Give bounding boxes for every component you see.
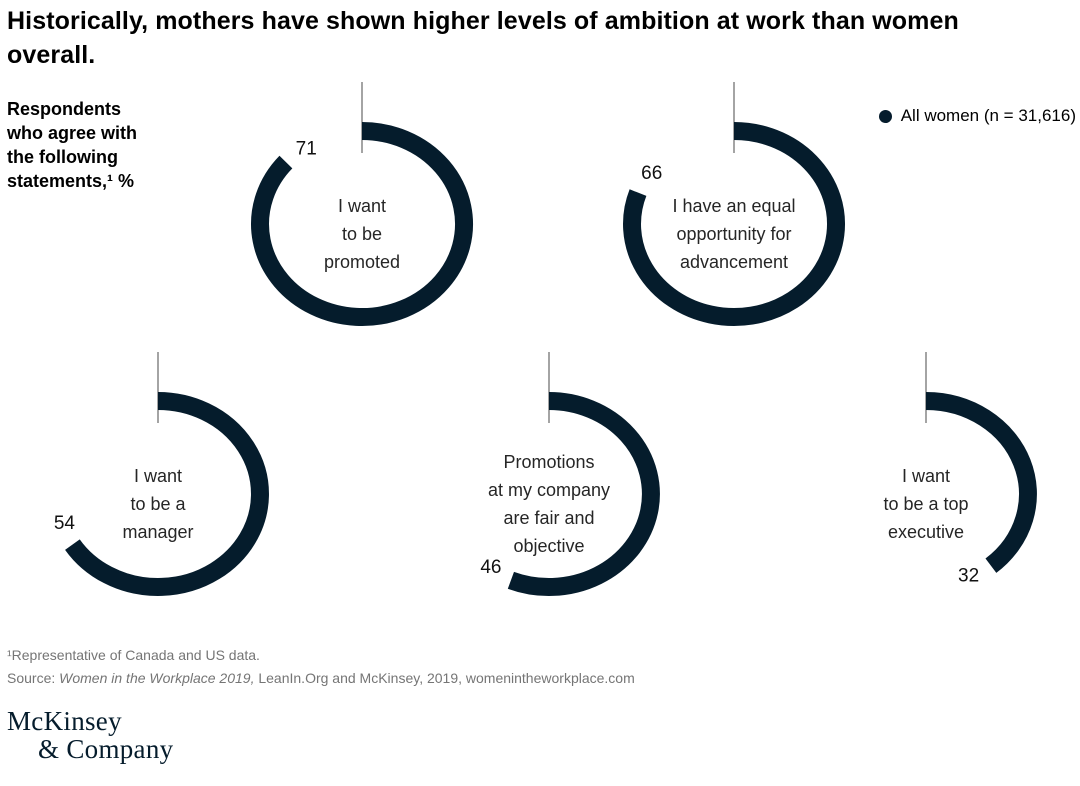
respondents-line: Respondents — [7, 99, 122, 119]
ring-center-label-line: promoted — [324, 252, 400, 272]
logo-line1: McKinsey — [7, 706, 122, 736]
respondents-line: statements,¹ % — [7, 171, 135, 191]
footnote-1: ¹Representative of Canada and US data. — [7, 647, 260, 663]
source-line: Source: Women in the Workplace 2019, Lea… — [7, 667, 635, 690]
source-title: Women in the Workplace 2019, — [59, 670, 255, 686]
ring-value-label: 71 — [296, 138, 317, 159]
ring-center-label-line: I want — [134, 466, 182, 486]
respondents-line: who agree with — [7, 123, 138, 143]
ring-center-label-line: to be a top — [883, 494, 968, 514]
donut-5: 32 I want to be a top executive — [883, 352, 1037, 587]
ring-value-label: 32 — [958, 566, 979, 587]
ring-center-label-line: executive — [888, 522, 964, 542]
ring-center-label-line: objective — [513, 536, 584, 556]
logo-line2: & Company — [38, 734, 174, 764]
mckinsey-logo: McKinsey & Company — [7, 707, 173, 763]
ring-center-label-line: to be a — [130, 494, 186, 514]
ring-value-label: 66 — [641, 163, 662, 184]
ring-center-label-line: to be — [342, 224, 382, 244]
respondents-line: the following — [7, 147, 118, 167]
legend: All women (n = 31,616) — [878, 106, 1076, 126]
ring-center-label-line: at my company — [488, 480, 610, 500]
ring-center-label-line: I want — [338, 196, 386, 216]
ring-center-label-line: are fair and — [503, 508, 594, 528]
legend-label: All women (n = 31,616) — [900, 106, 1076, 125]
legend-dot-icon — [878, 109, 892, 123]
ring-center-label-line: advancement — [680, 252, 788, 272]
donut-4: 46 Promotions at my company are fair and obj… — [480, 352, 660, 596]
footnotes: ¹Representative of Canada and US data. S… — [7, 644, 635, 690]
ring-value-label: 46 — [480, 557, 501, 578]
donut-2: 66 I have an equal opportunity for advancem… — [623, 82, 845, 326]
chart-title: Historically, mothers have shown higher … — [7, 7, 959, 69]
ring-center-label-line: Promotions — [503, 452, 594, 472]
ring-center-label-line: opportunity for — [676, 224, 791, 244]
ring-center-label-line: manager — [122, 522, 193, 542]
ring-arc — [507, 392, 660, 596]
source-prefix: Source: — [7, 670, 60, 686]
ring-center-label-line: I have an equal — [672, 196, 795, 216]
ring-arc — [251, 122, 474, 326]
donut-3: 54 I want to be a manager — [54, 352, 269, 596]
ring-arc — [623, 122, 845, 326]
ring-arc — [65, 392, 269, 596]
source-rest: LeanIn.Org and McKinsey, 2019, womeninth… — [254, 670, 635, 686]
ring-arc — [925, 392, 1037, 573]
ring-center-label-line: I want — [902, 466, 950, 486]
respondents-label: Respondents who agree with the following… — [7, 97, 137, 193]
ring-value-label: 54 — [54, 513, 76, 534]
donut-1: 71 I want to be promoted — [251, 82, 474, 326]
